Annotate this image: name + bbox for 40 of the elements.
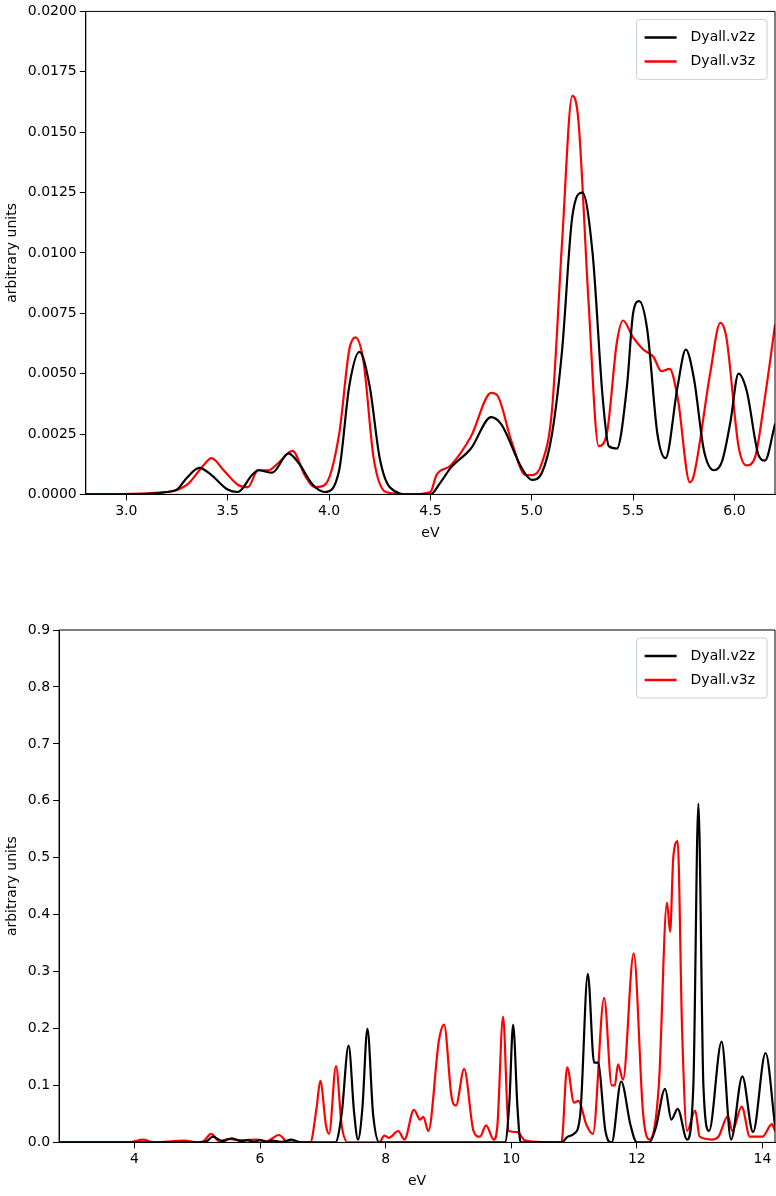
x-tick-label: 12 [627, 1150, 646, 1167]
y-axis-title: arbitrary units [3, 202, 20, 303]
y-tick-label: 0.8 [27, 677, 51, 694]
x-tick-label: 10 [502, 1150, 521, 1167]
legend-label: Dyall.v2z [690, 28, 756, 45]
y-tick-label: 0.0075 [27, 303, 77, 320]
x-tick-label: 14 [753, 1150, 772, 1167]
y-tick-label: 0.5 [27, 848, 51, 865]
y-tick-label: 0.0 [27, 1133, 51, 1150]
y-tick-label: 0.0125 [27, 183, 77, 200]
x-tick-label: 4.0 [317, 502, 341, 519]
x-tick-label: 6.0 [723, 502, 746, 519]
y-tick-label: 0.0025 [27, 424, 77, 441]
y-tick-label: 0.3 [27, 962, 51, 979]
x-tick-label: 4 [129, 1150, 139, 1167]
y-tick-label: 0.7 [27, 734, 51, 751]
y-tick-label: 0.0050 [27, 364, 77, 381]
x-axis-title: eV [407, 1172, 427, 1189]
legend-label: Dyall.v2z [690, 646, 756, 663]
legend-label: Dyall.v3z [690, 52, 756, 69]
x-tick-label: 5.0 [520, 502, 543, 519]
x-tick-label: 3.5 [216, 502, 239, 519]
x-tick-label: 4.5 [419, 502, 442, 519]
y-tick-label: 0.9 [27, 620, 51, 637]
y-tick-label: 0.0150 [27, 122, 77, 139]
x-tick-label: 6 [255, 1150, 265, 1167]
y-tick-label: 0.4 [27, 905, 51, 922]
y-tick-label: 0.0100 [27, 243, 77, 260]
x-tick-label: 3.0 [115, 502, 138, 519]
legend-label: Dyall.v3z [690, 670, 756, 687]
y-tick-label: 0.0000 [27, 485, 77, 502]
y-tick-label: 0.0200 [27, 2, 77, 19]
y-tick-label: 0.2 [27, 1019, 51, 1036]
x-tick-label: 8 [381, 1150, 391, 1167]
y-tick-label: 0.1 [27, 1076, 51, 1093]
x-axis-title: eV [421, 524, 440, 541]
y-axis-title: arbitrary units [3, 836, 20, 937]
y-tick-label: 0.0175 [27, 62, 77, 79]
y-tick-label: 0.6 [27, 791, 51, 808]
x-tick-label: 5.5 [621, 502, 645, 519]
